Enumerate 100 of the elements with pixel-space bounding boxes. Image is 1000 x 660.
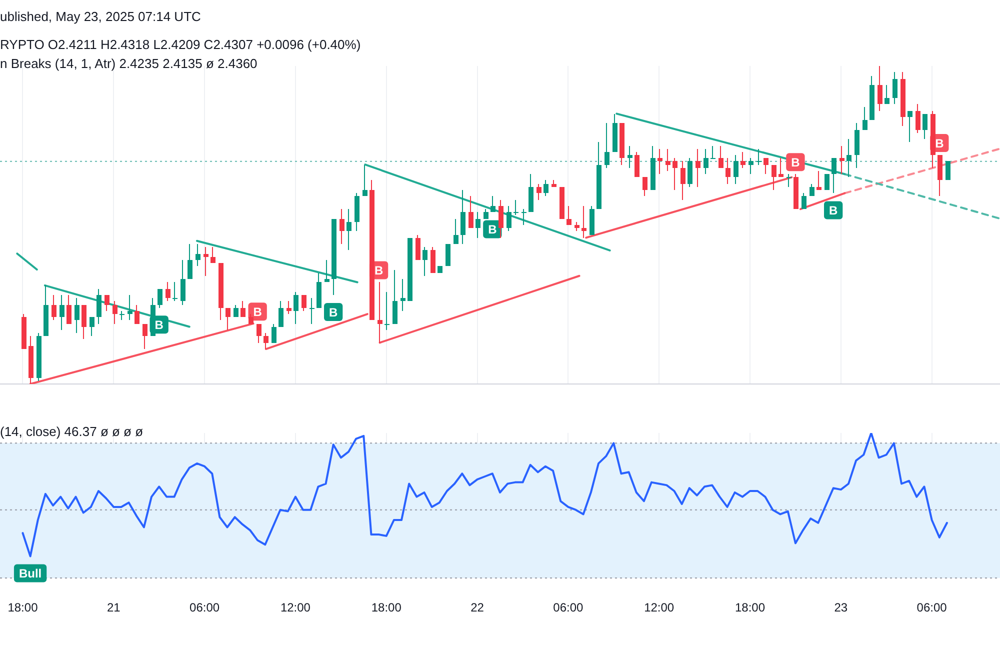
annotation: B [488,222,498,237]
annotation: B [828,204,838,218]
candlestick [658,148,662,174]
candlestick [226,308,230,330]
text: ublished, May 23, 2025 07:14 UTC [0,9,201,25]
candlestick [916,104,920,134]
candlestick [468,196,474,228]
candlestick [786,174,792,188]
candlestick [278,300,284,328]
candlestick [340,208,344,244]
candlestick [378,282,382,344]
candlestick [104,294,110,312]
candlestick [422,246,428,276]
candlestick [416,234,420,260]
candlestick [400,278,406,312]
candlestick [680,160,686,200]
candlestick [840,146,844,174]
candlestick [748,158,754,174]
candlestick [128,294,132,320]
candlestick [642,176,648,196]
x-tick-label: 06:00 [190,600,220,614]
annotation: B [253,304,262,319]
candlestick [672,158,678,190]
candlestick [362,164,368,196]
candlestick [704,148,708,174]
candlestick [892,72,898,104]
candlestick [878,66,882,112]
annotation: n Breaks (14, 1, Atr) 2.4235 2.4135 ø 2.4360 [0,56,258,72]
candlestick [240,300,246,318]
candlestick [454,218,458,244]
candlestick [628,146,632,168]
x-tick-label: 12:00 [280,600,311,614]
candlestick [66,294,72,324]
candlestick [302,294,306,312]
candlestick [74,298,80,334]
candlestick [846,138,852,178]
candlestick [536,184,542,200]
candlestick [544,180,548,196]
candlestick [134,304,140,324]
candlestick [60,294,64,330]
annotation: (14, close) 46.37 ø ø ø ø [0,424,144,440]
candlestick [490,196,496,212]
candlestick [772,164,776,190]
candlestick [522,208,526,226]
candlestick [210,246,216,264]
candlestick [734,154,738,184]
candlestick [582,206,586,238]
candlestick [816,170,822,190]
candlestick [310,298,314,324]
candlestick [96,288,102,324]
candlestick [718,146,724,168]
x-tick-label: 21 [106,600,121,614]
candlestick [256,324,262,344]
candlestick [204,246,208,276]
annotation: B [328,305,338,320]
candlestick [166,282,170,302]
candlestick [922,114,928,140]
x-tick-label: 23 [834,600,848,614]
candlestick [802,192,806,210]
candlestick [726,158,730,184]
candlestick [142,324,148,350]
candlestick [272,324,276,344]
x-tick-label: 18:00 [734,600,766,614]
candlestick [666,148,670,172]
annotation: B [154,318,164,332]
candlestick [634,152,640,178]
x-tick-label: 22 [470,600,484,614]
candlestick [498,200,504,238]
candlestick [696,148,700,188]
candlestick [286,300,292,314]
candlestick [832,158,836,194]
candlestick [346,208,352,250]
x-tick-label: 06:00 [553,600,584,614]
candlestick [506,206,512,232]
x-tick-label: 18:00 [371,600,402,614]
candlestick [908,110,912,142]
annotation: Bull [18,566,42,581]
candlestick [740,152,746,168]
candlestick [294,292,298,324]
candlestick [778,158,784,178]
candlestick [604,122,610,168]
x-tick-label: 18:00 [8,600,38,614]
candlestick [430,246,436,274]
x-tick-label: 06:00 [916,600,948,614]
candlestick [710,146,716,159]
candlestick [82,304,86,340]
candlestick [324,260,330,282]
candlestick [52,294,56,320]
candlestick [264,332,268,350]
candlestick [884,84,890,104]
candlestick [514,200,518,216]
text: RYPTO O2.4211 H2.4318 L2.4209 C2.4307 +0.0096 (+0.40%) [0,37,361,53]
candlestick [764,158,768,174]
candlestick [180,260,186,306]
candlestick [196,244,200,266]
candlestick [756,148,762,166]
candlestick [384,292,390,330]
candlestick [392,270,398,324]
annotation: B [935,136,944,150]
candlestick [158,288,162,308]
